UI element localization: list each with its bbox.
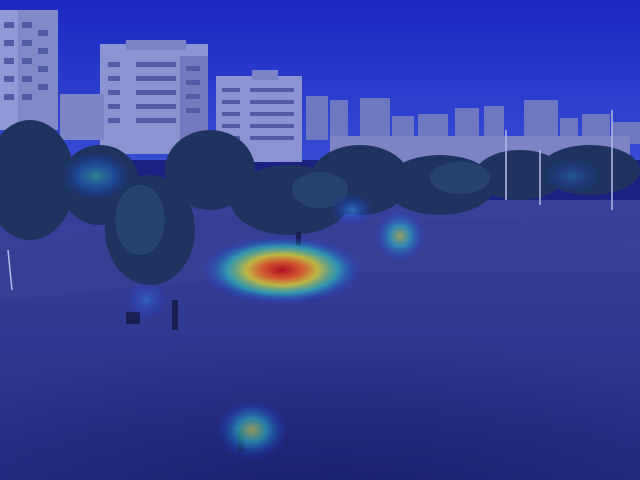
hotspot-trees-far-right [542,158,602,194]
hotspot-bench-left [124,280,168,320]
building-left [0,10,58,130]
building-center-right [216,70,302,162]
poles [7,110,613,291]
tree-highlights [115,162,490,255]
hotspot-tree-left [60,152,132,200]
heatmap-overlay [60,152,602,460]
hotspot-crowd-center [202,236,362,304]
tree-line [0,120,640,285]
hotspot-crowd-right [374,210,426,262]
drone-shadow [0,280,640,480]
hotspot-center-faint [330,194,374,226]
hotspot-person-bottom [216,400,288,460]
building-small [60,94,104,140]
